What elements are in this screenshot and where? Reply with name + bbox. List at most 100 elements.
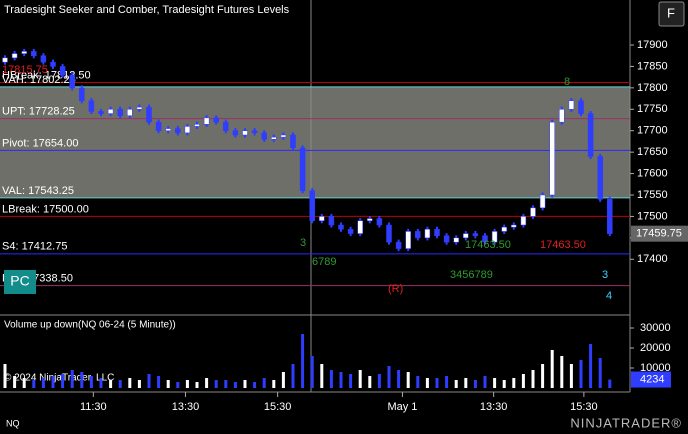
volume-bar (512, 378, 516, 388)
candle-body (40, 55, 47, 63)
candle-body (472, 233, 479, 236)
candle-body (146, 106, 152, 123)
volume-bar (598, 358, 602, 388)
volume-bar (541, 364, 545, 388)
chart-title: Tradesight Seeker and Comber, Tradesight… (4, 4, 290, 16)
candle-body (607, 199, 613, 234)
volume-bar (502, 380, 506, 388)
volume-bar (89, 376, 93, 388)
volume-bar (310, 356, 314, 388)
y-tick-label: 10000 (640, 362, 671, 374)
volume-bar (147, 374, 151, 388)
pc-button[interactable] (4, 270, 36, 294)
volume-bar (358, 370, 362, 388)
volume-bar (41, 378, 45, 388)
y-tick-label: 30000 (640, 322, 671, 334)
volume-bar (550, 350, 554, 388)
level-label: VAL: 17543.25 (2, 185, 74, 197)
level-label: UPT: 17728.25 (2, 106, 75, 118)
candle-body (280, 134, 287, 138)
candle-body (347, 229, 354, 234)
volume-bar (339, 372, 343, 388)
annotation: (R) (388, 283, 403, 295)
candle-body (559, 109, 565, 123)
candle-body (520, 216, 527, 226)
value-area (0, 86, 630, 198)
candle-body (271, 136, 277, 140)
volume-bar (13, 376, 17, 388)
pc-button-label[interactable]: PC (10, 273, 29, 289)
candle-body (251, 130, 258, 134)
volume-bar (349, 374, 353, 388)
f-button-label[interactable]: F (667, 5, 675, 20)
candle-body (328, 216, 335, 226)
candle-body (463, 233, 469, 239)
y-tick-label: 17400 (637, 253, 668, 265)
candle-body (127, 109, 133, 116)
volume-bar (608, 379, 612, 388)
volume-bar (416, 376, 420, 388)
candle-body (357, 220, 363, 234)
candle-body (424, 229, 431, 239)
candle-body (530, 207, 536, 217)
volume-bar (109, 380, 113, 388)
candle-body (31, 51, 37, 56)
x-tick-label: 15:30 (264, 401, 292, 413)
candle-body (136, 106, 143, 110)
level-label: VAH: 17802.25 (2, 74, 76, 86)
annotation: 6789 (312, 256, 336, 268)
volume-bar (99, 378, 103, 388)
candle-body (367, 218, 373, 221)
annotation: 3 (602, 269, 608, 281)
volume-bar (589, 344, 593, 388)
volume-bar (569, 364, 573, 388)
volume-bar (368, 376, 372, 388)
candle-body (232, 130, 239, 136)
candle-body (415, 231, 421, 239)
volume-bar (291, 364, 295, 388)
logo: NINJATRADER® (570, 415, 682, 430)
volume-bar (301, 334, 305, 388)
y-tick-label: 17750 (637, 103, 668, 115)
x-tick-label: May 1 (387, 401, 417, 413)
volume-bar (435, 378, 439, 388)
volume-bar (445, 376, 449, 388)
volume-bar (473, 380, 477, 388)
candle-body (203, 117, 210, 125)
y-tick-label: 17550 (637, 189, 668, 201)
copyright: © 2024 NinjaTrader, LLC (4, 373, 114, 384)
annotation: 17815.75 (2, 64, 48, 76)
f-button[interactable] (658, 1, 685, 27)
candle-body (50, 61, 56, 67)
candle-body (175, 128, 181, 134)
volume-bar (454, 380, 458, 388)
y-tick-label: 17850 (637, 60, 668, 72)
last-volume-label: 4234 (640, 373, 664, 385)
volume-bar (233, 382, 237, 388)
candle-body (491, 231, 498, 243)
volume-bar (51, 376, 55, 388)
candle-body (98, 111, 104, 114)
candle-body (539, 194, 546, 209)
last-volume-box (631, 371, 671, 388)
volume-bar (70, 370, 74, 388)
candle-body (59, 66, 66, 76)
volume-bar (176, 382, 180, 388)
volume-title: Volume up down(NQ 06-24 (5 Minute)) (4, 320, 176, 331)
x-tick-label: 13:30 (172, 401, 200, 413)
volume-bar (166, 380, 170, 388)
candle-body (79, 87, 85, 101)
candle-body (88, 100, 95, 112)
y-tick-label: 17800 (637, 82, 668, 94)
candle-body (69, 74, 75, 89)
annotation: 8 (564, 76, 570, 88)
volume-bar (377, 374, 381, 388)
volume-bar (425, 378, 429, 388)
candle-body (405, 231, 411, 249)
candle-body (242, 130, 248, 136)
volume-bar (329, 370, 333, 388)
candle-body (338, 224, 344, 230)
volume-bar (128, 378, 132, 388)
